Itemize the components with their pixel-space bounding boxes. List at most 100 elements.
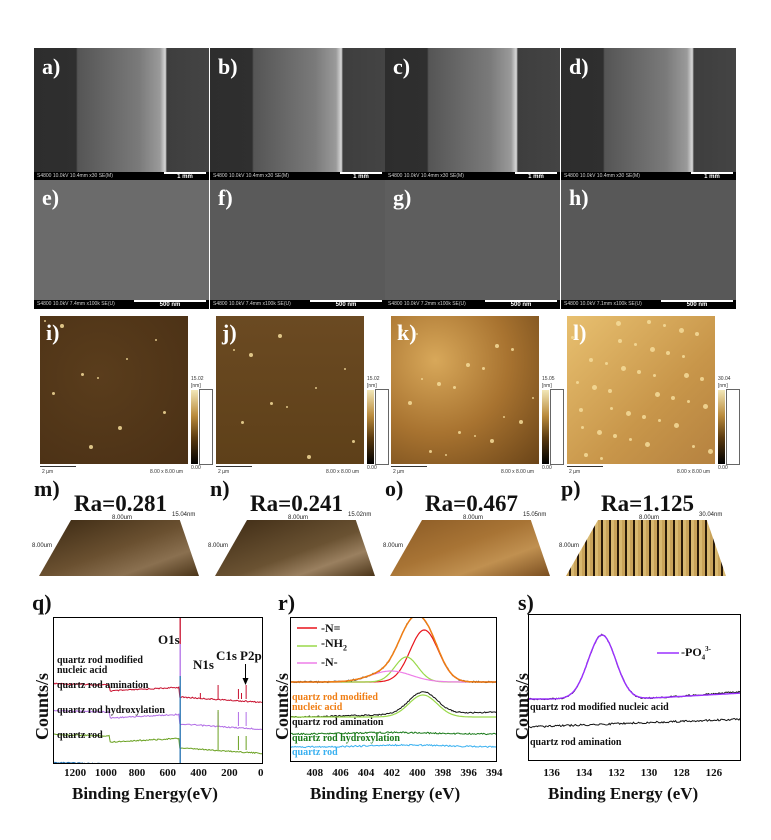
particle xyxy=(663,324,666,327)
sem-image-high-mag: f) S4800 10.0kV 7.4mm x100k SE(U) 500 nm xyxy=(210,180,385,309)
panel-s: s) Counts/s -PO43- quartz rod modified n… xyxy=(510,590,765,840)
series-label: quartz rod amination xyxy=(292,717,384,728)
sem-info-bar: S4800 10.0kV 10.4mm x30 SE(M) xyxy=(561,172,736,181)
x-axis-label: Binding Energy (eV) xyxy=(310,784,461,803)
z-axis-label: 15.05nm xyxy=(523,512,547,518)
z-unit-label: [nm] xyxy=(542,383,552,389)
particle xyxy=(503,416,505,418)
color-scale-bar xyxy=(367,390,374,464)
particle xyxy=(490,439,494,443)
x-tick-label: 132 xyxy=(608,767,625,779)
particle xyxy=(445,454,447,456)
series-label: quartz rod xyxy=(57,730,103,741)
particle xyxy=(684,373,689,378)
y-axis-label: Counts/s xyxy=(32,672,52,740)
particle xyxy=(453,386,456,389)
fit-envelope xyxy=(291,618,496,683)
scale-bar: 1 mm xyxy=(340,172,382,181)
panel-q: q) Counts/s quartz rod modified nucleic a… xyxy=(30,590,270,840)
particle xyxy=(163,411,166,414)
panel-label: g) xyxy=(393,185,412,210)
sem-info-bar: S4800 10.0kV 7.2mm x100k SE(U) xyxy=(385,300,560,309)
scan-size-label: 8.00 x 8.00 um xyxy=(677,469,711,475)
x-tick-label: 128 xyxy=(673,767,690,779)
particle xyxy=(466,363,470,367)
particle xyxy=(270,402,273,405)
chart-q-frame: quartz rod modified nucleic acid quartz r… xyxy=(53,617,263,764)
x-tick-label: 400 xyxy=(190,767,207,779)
fit-line xyxy=(529,634,740,700)
particle xyxy=(571,336,574,339)
particle xyxy=(647,320,651,324)
particle xyxy=(155,339,157,341)
series-label: quartz rod amination xyxy=(530,737,622,748)
fit-line xyxy=(291,694,496,718)
zmin-label: 0.00 xyxy=(542,465,552,471)
x-tick-label: 404 xyxy=(357,767,375,779)
particle xyxy=(653,374,656,377)
particle xyxy=(241,421,244,424)
particle xyxy=(429,450,432,453)
scale-label: 2 µm xyxy=(42,469,54,475)
legend-item-po4: -PO43- xyxy=(681,645,712,662)
side-axis-label: 8.00um xyxy=(208,543,229,549)
panel-label: e) xyxy=(42,185,60,210)
particle xyxy=(315,387,317,389)
particle xyxy=(474,435,476,437)
particle xyxy=(532,397,534,399)
particle xyxy=(618,339,622,343)
x-tick-label: 130 xyxy=(640,767,658,779)
particle xyxy=(519,420,523,424)
scale-line xyxy=(391,466,427,467)
scale-bar: 500 nm xyxy=(661,300,733,309)
x-tick-label: 398 xyxy=(434,767,452,779)
particle xyxy=(233,349,235,351)
xy-axis-label: 8.00um xyxy=(112,515,133,521)
x-tick-label: 394 xyxy=(486,767,503,779)
particle xyxy=(629,438,632,441)
sem-info-bar: S4800 10.0kV 7.4mm x100k SE(U) xyxy=(34,300,209,309)
scale-label: 2 µm xyxy=(393,469,405,475)
series-label: quartz rod modified nucleic acid xyxy=(292,692,378,713)
xy-axis-label: 8.00um xyxy=(288,515,309,521)
particle xyxy=(584,453,588,457)
annotation-o1s: O1s xyxy=(158,632,180,647)
roughness-value: Ra=1.125 xyxy=(601,491,694,516)
sem-image-high-mag: e) S4800 10.0kV 7.4mm x100k SE(U) 500 nm xyxy=(34,180,209,309)
particle xyxy=(671,396,675,400)
series-line xyxy=(54,709,262,731)
annotation-p2p: P2p xyxy=(240,648,262,663)
scale-line xyxy=(216,466,252,467)
particle xyxy=(421,378,423,380)
x-tick-label: 134 xyxy=(575,767,593,779)
scale-label: 2 µm xyxy=(569,469,581,475)
particle xyxy=(511,348,514,351)
zmin-label: 0.00 xyxy=(718,465,728,471)
x-axis-label: Binding Energy (eV) xyxy=(548,784,699,803)
series-label: quartz rod hydroxylation xyxy=(292,733,400,744)
zmax-label: 30.04 xyxy=(718,376,731,382)
side-axis-label: 8.00um xyxy=(559,543,580,549)
side-axis-label: 8.00um xyxy=(383,543,404,549)
height-histogram xyxy=(375,389,389,465)
panel-label: m) xyxy=(34,476,60,501)
legend-item-n-double: -N= xyxy=(321,621,341,635)
height-histogram xyxy=(726,389,740,465)
afm-height-map: k) xyxy=(391,316,539,464)
p2p-arrow-head xyxy=(242,678,249,685)
x-axis-label: Binding Energy(eV) xyxy=(72,784,218,803)
sem-info-bar: S4800 10.0kV 10.4mm x30 SE(M) xyxy=(34,172,209,181)
scan-size-label: 8.00 x 8.00 um xyxy=(150,469,184,475)
particle xyxy=(637,370,641,374)
panel-label: c) xyxy=(393,54,411,79)
x-tick-label: 1200 xyxy=(64,767,87,779)
scale-bar: 1 mm xyxy=(164,172,206,181)
z-axis-label: 15.02nm xyxy=(348,512,372,518)
x-tick-label: 200 xyxy=(221,767,238,779)
scale-label: 2 µm xyxy=(218,469,230,475)
scale-bar: 500 nm xyxy=(134,300,206,309)
zmax-label: 15.02 xyxy=(191,376,204,382)
particle xyxy=(645,442,650,447)
panel-label: p) xyxy=(561,476,581,501)
sem-info-bar: S4800 10.0kV 10.4mm x30 SE(M) xyxy=(385,172,560,181)
